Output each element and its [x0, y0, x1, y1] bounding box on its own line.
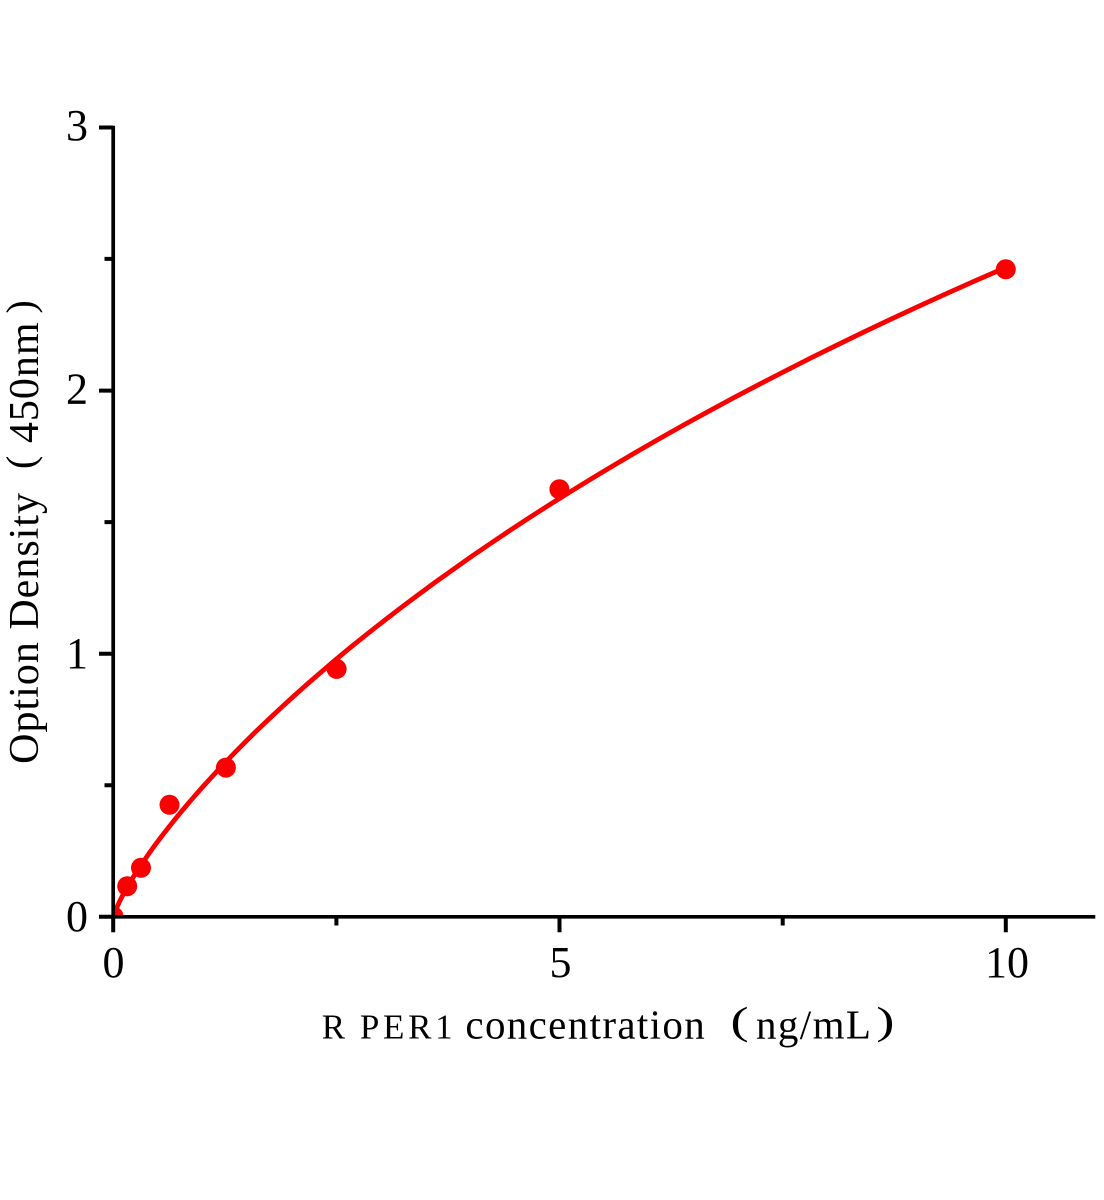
svg-text:1: 1 — [66, 629, 88, 678]
svg-text:): ) — [876, 1000, 894, 1043]
svg-text:5: 5 — [550, 938, 572, 987]
svg-text:(: ( — [731, 1000, 749, 1043]
svg-text:Option Density(450nm): Option Density(450nm) — [0, 299, 48, 764]
svg-text:0: 0 — [103, 938, 125, 987]
svg-text:2: 2 — [66, 365, 88, 414]
svg-text:0: 0 — [66, 892, 88, 941]
svg-text:3: 3 — [66, 101, 88, 150]
svg-text:10: 10 — [985, 938, 1029, 987]
